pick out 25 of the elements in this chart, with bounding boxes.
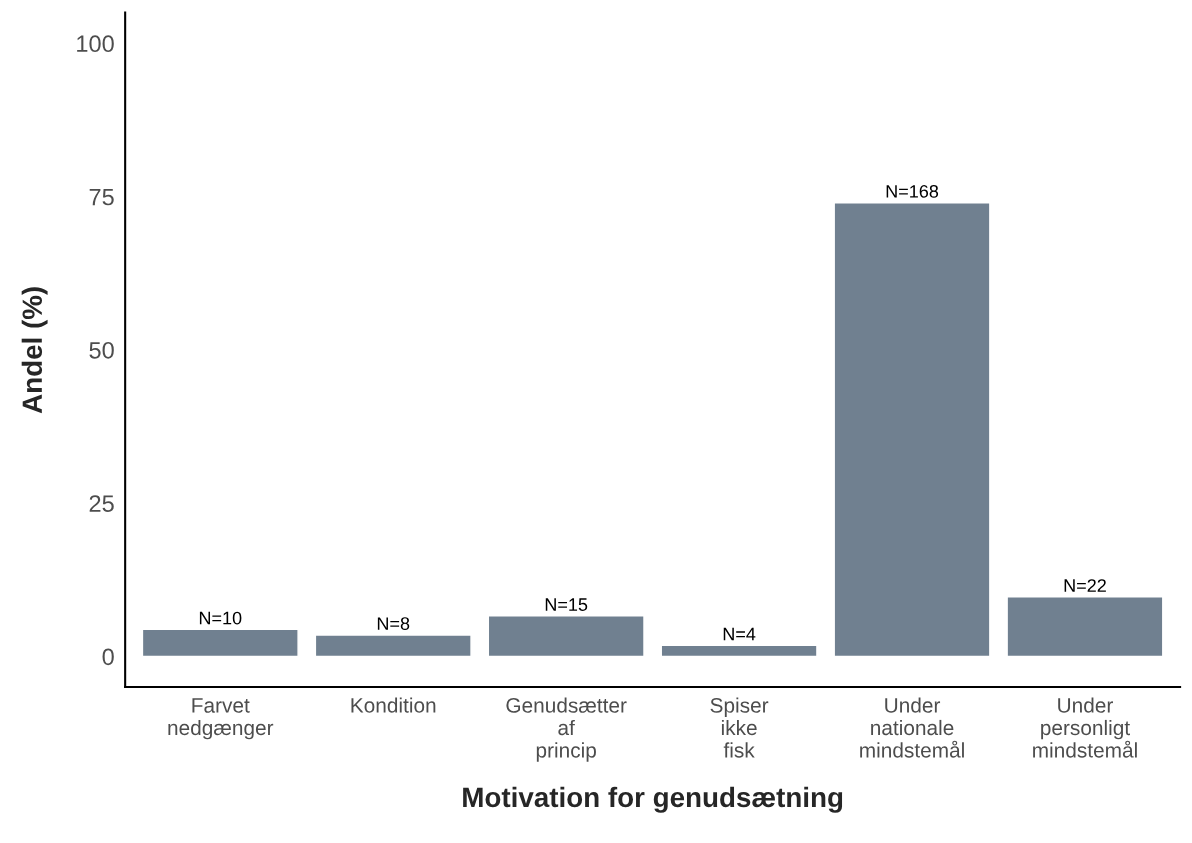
bar	[660, 644, 818, 658]
x-tick-label: Spiser ikke fisk	[710, 697, 769, 758]
x-tick-label: Under personligt mindstemål	[1033, 697, 1137, 758]
bar	[314, 634, 472, 658]
x-tick-label: Farvet nedgænger	[168, 698, 274, 740]
x-axis-title: Motivation for genudsætning	[463, 786, 843, 813]
annotation: N=15	[545, 598, 588, 611]
bar	[141, 628, 299, 658]
bar	[1006, 596, 1164, 658]
y-tick-label: 100	[77, 35, 114, 53]
y-axis-title: Andel (%)	[21, 287, 48, 414]
annotation: N=22	[1064, 579, 1106, 592]
bar	[487, 615, 645, 658]
y-tick-label: 0	[102, 648, 114, 666]
y-tick-label: 50	[89, 341, 114, 359]
y-tick-label: 25	[89, 495, 114, 512]
y-tick-label: 75	[89, 188, 114, 206]
x-tick-label: Genudsætter af princip	[506, 697, 627, 762]
x-tick-label: Kondition	[351, 697, 436, 713]
annotation: N=10	[199, 611, 242, 625]
x-tick-label: Under nationale mindstemål	[860, 697, 964, 758]
annotation: N=168	[886, 184, 939, 198]
annotation: N=8	[377, 617, 410, 630]
annotation: N=4	[723, 627, 756, 641]
bar	[833, 202, 991, 658]
